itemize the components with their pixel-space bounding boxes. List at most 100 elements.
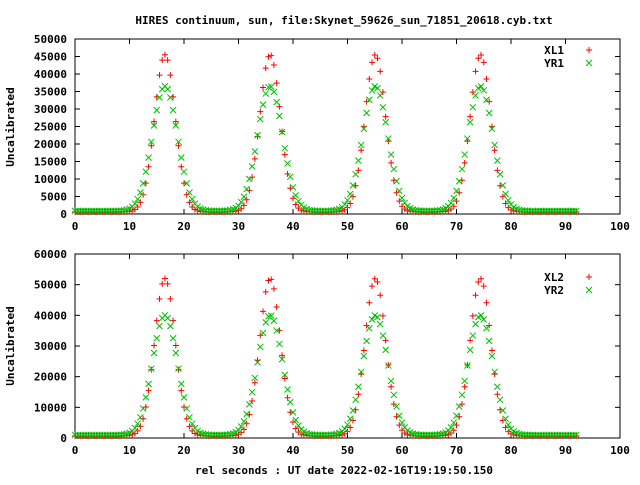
data-point-yr2 [322,431,330,439]
x-tick-label: 10 [123,220,136,233]
data-point-yr1 [188,195,196,203]
y-tick-label: 0 [60,432,67,445]
data-point-yr1 [491,141,499,149]
data-point-xl1 [355,167,362,174]
data-point-yr2 [376,320,384,328]
data-point-yr1 [395,187,403,195]
data-point-yr1 [483,96,490,104]
data-point-xl2 [279,352,286,359]
data-point-yr1 [235,202,242,210]
data-point-yr1 [286,173,294,181]
data-point-yr1 [330,206,338,214]
data-point-yr2 [385,362,392,369]
data-point-yr1 [322,207,330,215]
data-point-yr2 [267,312,275,320]
data-point-yr1 [504,196,512,204]
data-point-yr1 [526,207,534,215]
data-point-xl1 [491,147,498,154]
data-point-xl1 [461,159,468,166]
data-point-yr1 [562,207,569,215]
x-tick-label: 0 [72,220,79,233]
data-point-yr1 [521,207,528,214]
data-point-yr1 [564,207,572,215]
data-point-yr1 [466,118,474,126]
data-point-xl2 [175,366,182,373]
data-point-xl2 [369,283,376,290]
x-tick-label: 90 [559,220,572,233]
data-point-xl1 [374,55,381,62]
data-point-yr2 [156,322,163,330]
data-point-yr2 [502,415,509,423]
data-point-yr2 [101,431,109,439]
data-point-yr2 [251,374,259,382]
data-point-yr2 [488,352,496,360]
data-point-yr2 [420,431,428,439]
data-point-yr2 [431,431,439,439]
data-point-yr2 [145,380,152,388]
data-point-yr1 [376,92,384,99]
data-point-xl1 [151,118,158,125]
data-point-yr1 [115,207,122,215]
data-point-xl1 [483,75,490,82]
data-point-yr2 [311,431,319,439]
data-point-yr2 [393,403,400,410]
data-point-xl1 [246,187,253,194]
data-point-yr2 [395,412,403,420]
data-point-yr1 [355,157,362,164]
data-point-xl2 [148,366,155,373]
data-point-yr2 [131,424,139,432]
data-point-yr1 [573,207,580,215]
data-point-yr1 [314,207,321,215]
legend-marker-xl2 [586,274,592,280]
data-point-yr1 [284,160,291,167]
data-point-yr1 [556,207,564,215]
data-point-yr2 [265,312,272,320]
top-points [71,51,580,215]
data-point-yr2 [210,431,218,439]
data-point-yr1 [295,197,302,205]
data-point-xl1 [369,59,376,66]
data-point-yr2 [472,320,479,328]
data-point-xl2 [172,342,179,349]
data-point-yr2 [425,431,433,439]
data-point-yr2 [382,346,390,354]
top-ylabel: Uncalibrated [4,87,17,166]
data-point-yr2 [180,394,188,401]
data-point-yr1 [502,190,509,198]
data-point-yr1 [570,207,578,215]
data-point-xl2 [281,375,288,382]
data-point-yr1 [360,125,368,133]
data-point-yr2 [112,431,120,439]
data-point-yr1 [311,207,319,214]
data-point-yr1 [71,207,79,215]
data-point-yr2 [224,431,231,438]
data-point-yr2 [188,420,196,428]
data-point-yr1 [180,168,188,176]
data-point-yr2 [480,315,488,323]
data-point-yr1 [87,207,95,215]
data-point-yr1 [365,96,373,104]
data-point-xl2 [494,391,501,398]
data-point-yr2 [352,396,360,404]
data-point-yr2 [564,431,572,439]
data-point-yr1 [325,207,332,215]
legend-marker-xl1 [586,47,592,53]
data-point-yr1 [349,182,357,189]
data-point-yr2 [521,431,528,439]
data-point-xl2 [510,431,517,438]
data-point-xl2 [156,295,163,302]
data-point-yr2 [77,431,84,439]
data-point-xl2 [161,275,168,282]
data-point-xl1 [371,51,378,58]
data-point-xl1 [148,142,155,149]
data-point-yr2 [295,422,302,430]
data-point-yr1 [167,94,174,101]
data-point-xl1 [268,52,275,59]
data-point-yr2 [221,431,229,439]
data-point-yr2 [523,431,531,439]
data-point-yr1 [423,207,430,215]
data-point-yr1 [559,207,567,215]
data-point-yr1 [273,98,281,106]
x-tick-label: 70 [450,444,463,457]
data-point-yr2 [548,431,556,439]
